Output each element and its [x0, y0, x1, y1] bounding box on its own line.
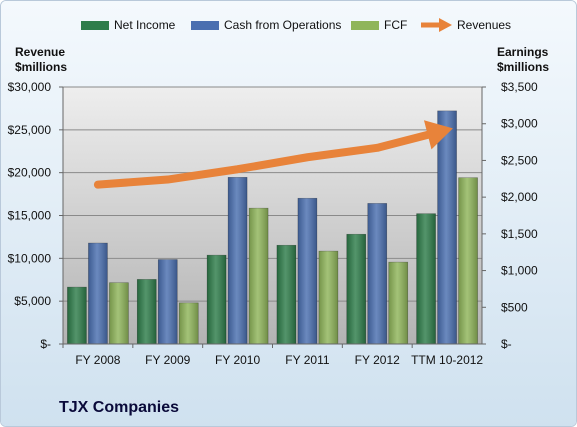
- right-axis-title-line2: $millions: [497, 60, 550, 74]
- x-tick-label: FY 2009: [145, 353, 190, 367]
- bar-cash-from-operations: [88, 242, 108, 345]
- bars: [67, 110, 478, 345]
- bar-fcf: [248, 207, 269, 345]
- bar-shade: [179, 302, 199, 344]
- bar-net-income: [416, 213, 436, 345]
- x-tick-label: FY 2012: [355, 353, 400, 367]
- bar-cash-from-operations: [297, 197, 318, 345]
- revenue-line-shaft: [93, 129, 436, 189]
- company-title: TJX Companies: [59, 399, 180, 416]
- right-tick-label: $1,500: [501, 227, 538, 241]
- bar-shade: [207, 255, 227, 344]
- bar-shade: [437, 110, 457, 344]
- bar-shade: [297, 198, 317, 344]
- legend-label-revenues: Revenues: [457, 18, 512, 32]
- bar-shade: [458, 177, 478, 344]
- bar-shade: [249, 208, 269, 344]
- bar-fcf: [109, 282, 129, 345]
- legend-arrow-icon: [421, 18, 452, 32]
- left-axis-title: Revenue $millions: [15, 45, 67, 75]
- bar-shade: [318, 251, 338, 344]
- right-tick-label: $-: [501, 337, 512, 351]
- x-tick-label: FY 2010: [215, 353, 260, 367]
- left-tick-label: $-: [40, 337, 51, 351]
- bar-shade: [137, 279, 157, 344]
- legend-net-income: Net Income: [81, 16, 175, 34]
- left-tick-label: $15,000: [8, 209, 52, 223]
- bar-cash-from-operations: [227, 177, 248, 345]
- bar-net-income: [346, 233, 367, 345]
- bar-shade: [276, 245, 296, 344]
- right-tick-label: $500: [501, 300, 528, 314]
- bar-fcf: [388, 261, 409, 345]
- legend-label-cash-from-operations: Cash from Operations: [224, 18, 342, 32]
- legend-swatch-net-income: [81, 20, 109, 30]
- left-tick-label: $10,000: [8, 251, 52, 265]
- bar-shade: [388, 262, 408, 344]
- bar-shade: [158, 259, 178, 344]
- legend: Net Income Cash from Operations FCF Reve…: [1, 16, 576, 34]
- bar-fcf: [458, 177, 478, 345]
- legend-label-net-income: Net Income: [114, 18, 176, 32]
- bar-cash-from-operations: [157, 259, 178, 345]
- left-axis-title-line1: Revenue: [15, 45, 66, 59]
- bar-shade: [367, 203, 387, 344]
- legend-label-fcf: FCF: [384, 18, 408, 32]
- bar-net-income: [67, 286, 87, 345]
- x-tick-label: TTM 10-2012: [411, 353, 483, 367]
- right-axis-title: Earnings $millions: [497, 45, 549, 75]
- left-tick-label: $20,000: [8, 166, 52, 180]
- right-tick-label: $1,000: [501, 264, 538, 278]
- axes: $- $5,000 $10,000 $15,000 $20,000 $25,000 $30,…: [8, 80, 538, 367]
- revenue-line: [93, 120, 453, 189]
- bar-shade: [109, 282, 129, 344]
- right-tick-label: $3,000: [501, 117, 538, 131]
- bar-shade: [416, 213, 436, 344]
- right-axis-title-line1: Earnings: [497, 45, 549, 59]
- legend-swatch-fcf: [351, 20, 379, 30]
- bar-shade: [346, 234, 366, 344]
- x-tick-label: FY 2008: [75, 353, 120, 367]
- right-tick-label: $2,500: [501, 153, 538, 167]
- left-tick-label: $25,000: [8, 123, 52, 137]
- bar-fcf: [178, 302, 199, 345]
- legend-swatch-cash-from-operations: [191, 20, 219, 30]
- gridlines: [63, 86, 482, 302]
- bar-shade: [67, 287, 87, 344]
- revenue-arrow-head: [423, 120, 453, 150]
- bar-shade: [228, 177, 248, 344]
- legend-revenues: Revenues: [419, 16, 511, 34]
- right-tick-label: $2,000: [501, 190, 538, 204]
- left-tick-label: $30,000: [8, 80, 52, 94]
- bar-net-income: [136, 279, 157, 345]
- bar-fcf: [318, 250, 339, 345]
- legend-cash-from-operations: Cash from Operations: [191, 16, 341, 34]
- bar-net-income: [206, 254, 227, 345]
- bar-cash-from-operations: [437, 110, 457, 345]
- left-axis-title-line2: $millions: [15, 60, 68, 74]
- bar-net-income: [276, 244, 297, 345]
- legend-fcf: FCF: [351, 16, 407, 34]
- x-tick-label: FY 2011: [285, 353, 330, 367]
- right-tick-label: $3,500: [501, 80, 538, 94]
- bar-shade: [88, 243, 108, 344]
- left-tick-label: $5,000: [14, 294, 51, 308]
- bar-cash-from-operations: [367, 203, 388, 345]
